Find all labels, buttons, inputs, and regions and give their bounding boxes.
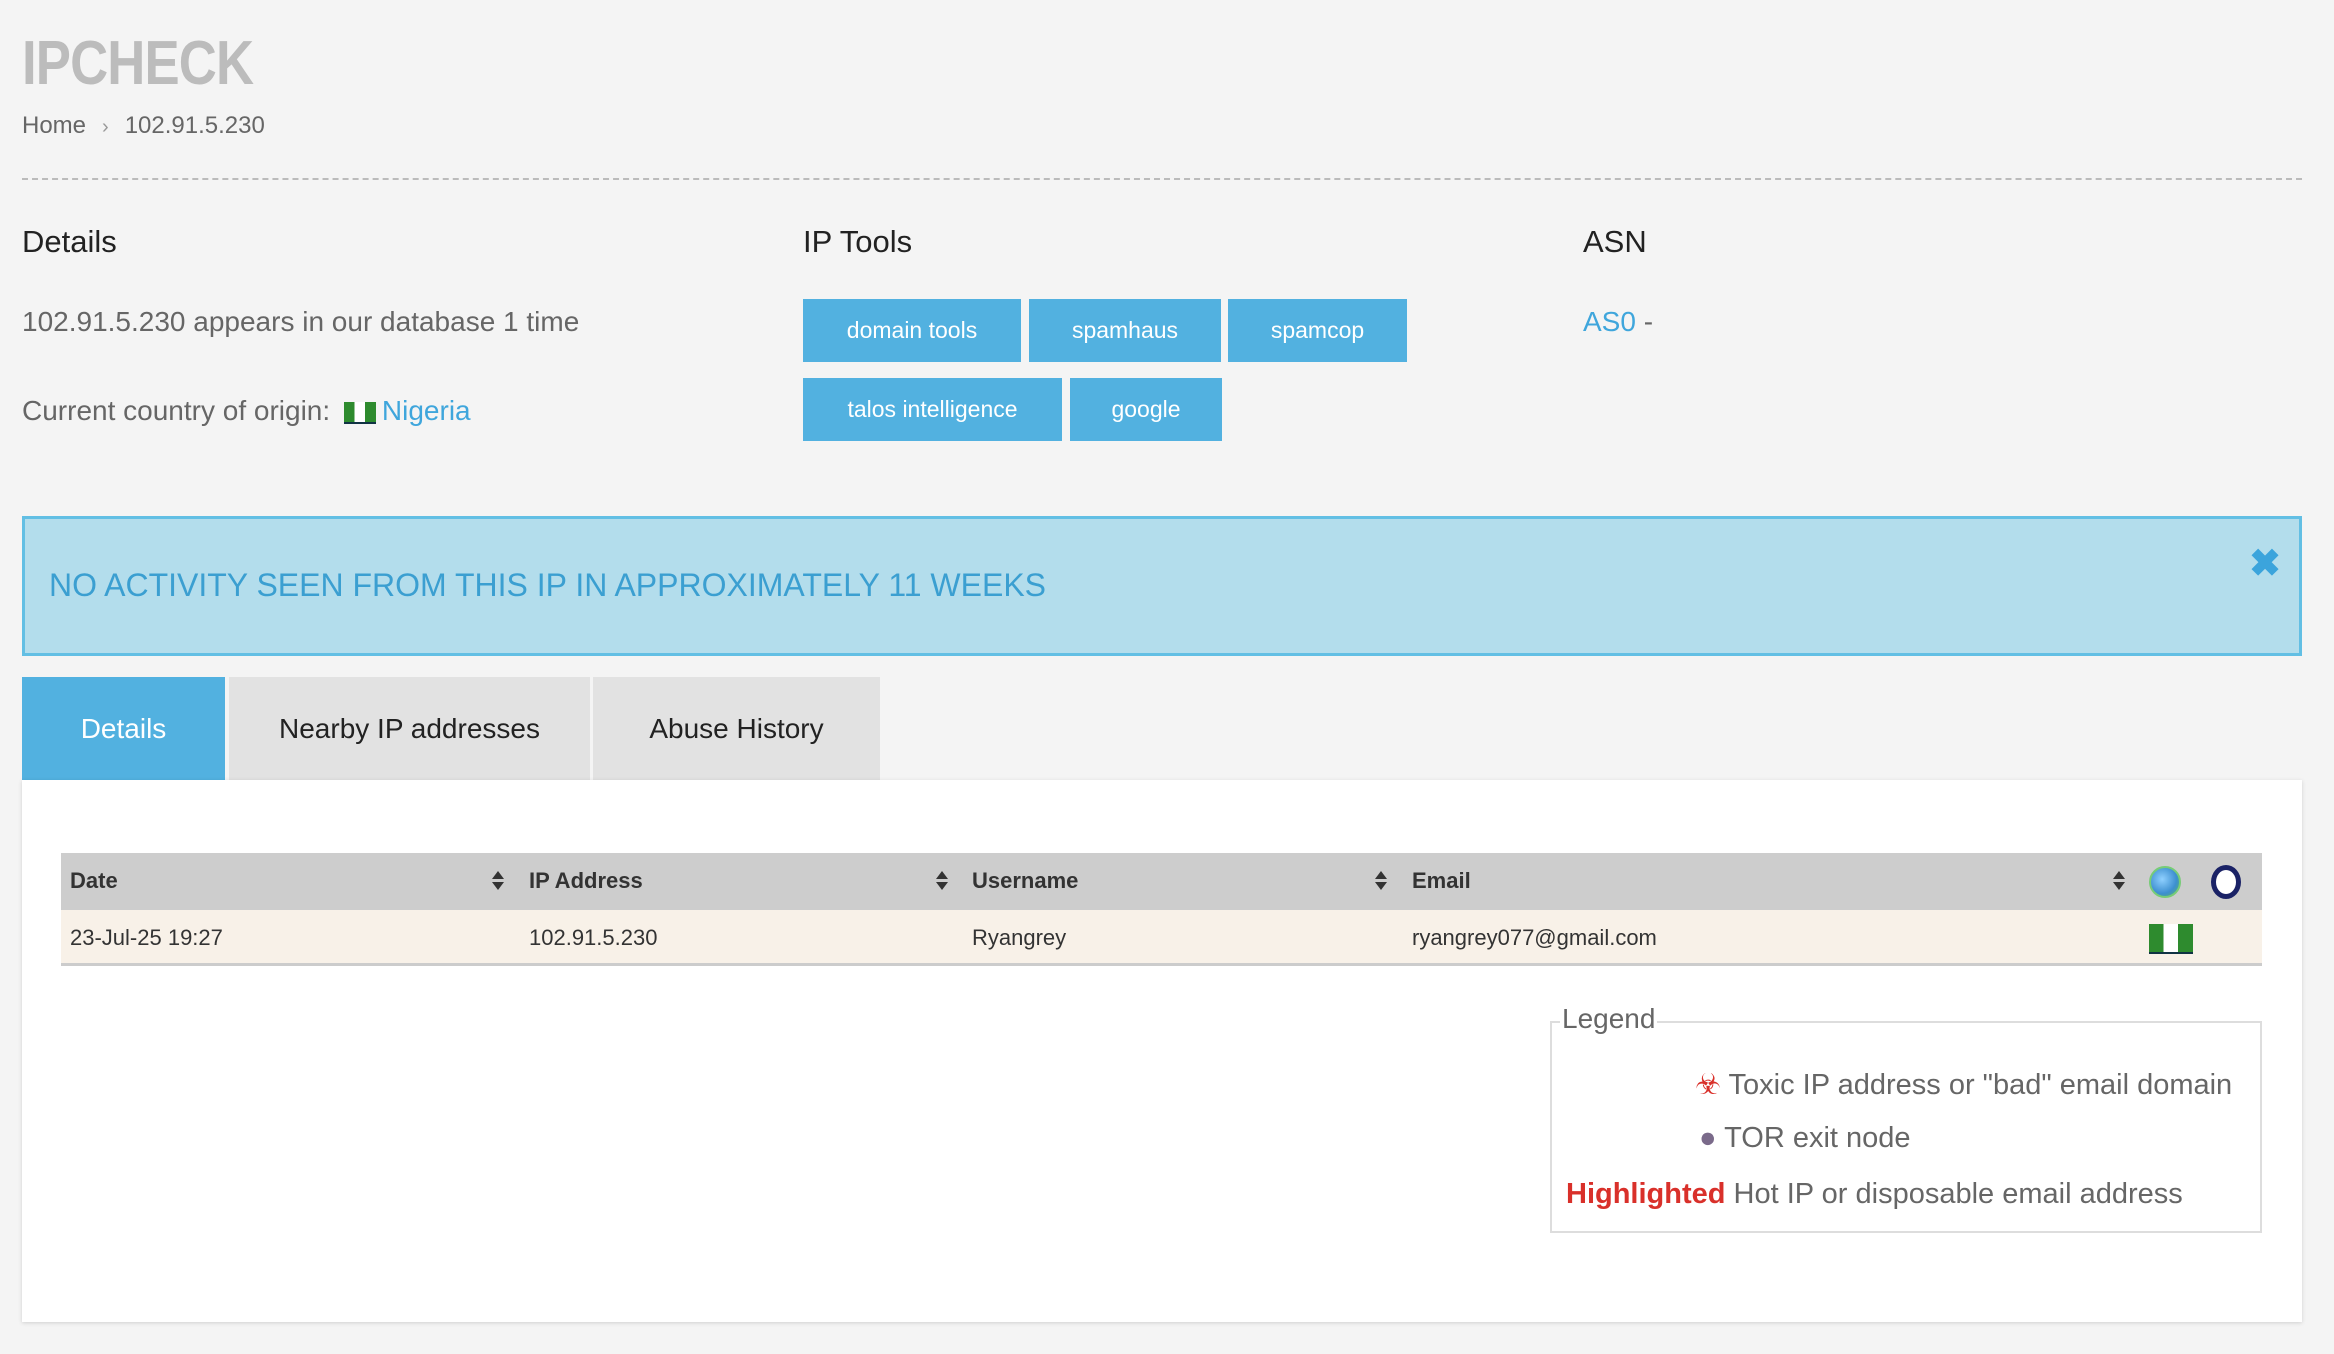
asn-link[interactable]: AS0: [1583, 306, 1636, 337]
table-header: Date IP Address Username Email: [61, 853, 2262, 910]
legend-tor: ● TOR exit node: [1699, 1122, 1911, 1155]
legend-highlighted: Highlighted Hot IP or disposable email a…: [1566, 1178, 2183, 1211]
column-username[interactable]: Username: [972, 868, 1079, 893]
asn-value: AS0 -: [1583, 306, 1653, 338]
activity-alert: NO ACTIVITY SEEN FROM THIS IP IN APPROXI…: [22, 516, 2302, 656]
column-email[interactable]: Email: [1412, 868, 1471, 893]
column-ip-address[interactable]: IP Address: [529, 868, 643, 893]
legend-box: Legend ☣ Toxic IP address or "bad" email…: [1550, 1003, 2262, 1233]
close-icon[interactable]: ✖: [2249, 543, 2281, 585]
tab-abuse-history[interactable]: Abuse History: [593, 677, 880, 780]
spamcop-button[interactable]: spamcop: [1228, 299, 1407, 362]
appearance-count: 102.91.5.230 appears in our database 1 t…: [22, 306, 580, 337]
site-title: IPCHECK: [22, 29, 254, 98]
details-heading: Details: [22, 224, 117, 259]
legend-toxic-text: Toxic IP address or "bad" email domain: [1728, 1069, 2233, 1101]
talos-intelligence-button[interactable]: talos intelligence: [803, 378, 1062, 441]
asn-heading: ASN: [1583, 224, 1647, 259]
tab-nearby-ip-addresses[interactable]: Nearby IP addresses: [229, 677, 590, 780]
legend-tor-text: TOR exit node: [1724, 1122, 1911, 1154]
row-date: 23-Jul-25 19:27: [70, 925, 223, 950]
chevron-right-icon: ›: [102, 116, 109, 138]
country-link[interactable]: Nigeria: [381, 395, 471, 426]
highlighted-label: Highlighted: [1566, 1178, 1726, 1210]
legend-toxic: ☣ Toxic IP address or "bad" email domain: [1695, 1067, 2232, 1102]
sort-icon[interactable]: [492, 871, 504, 893]
breadcrumb-home[interactable]: Home: [22, 112, 87, 139]
row-username: Ryangrey: [972, 925, 1067, 950]
table-row: 23-Jul-25 19:27 102.91.5.230 Ryangrey ry…: [61, 910, 2262, 966]
onion-icon: ●: [1699, 1122, 1717, 1154]
breadcrumb-current: 102.91.5.230: [124, 112, 265, 139]
sort-icon[interactable]: [1375, 871, 1387, 893]
biohazard-icon: ☣: [1695, 1069, 1721, 1101]
domain-tools-button[interactable]: domain tools: [803, 299, 1021, 362]
breadcrumb: Home › 102.91.5.230: [22, 112, 265, 140]
sort-icon[interactable]: [2113, 871, 2125, 893]
hand-icon: [2211, 865, 2241, 899]
row-ip-link[interactable]: 102.91.5.230: [529, 925, 658, 950]
column-date[interactable]: Date: [70, 868, 118, 893]
country-label: Current country of origin:: [22, 395, 331, 426]
divider: [22, 178, 2302, 180]
globe-icon: [2149, 866, 2181, 898]
highlighted-desc: Hot IP or disposable email address: [1733, 1178, 2183, 1210]
sort-icon[interactable]: [936, 871, 948, 893]
asn-suffix: -: [1643, 306, 1654, 337]
ip-tools-heading: IP Tools: [803, 224, 913, 259]
spamhaus-button[interactable]: spamhaus: [1029, 299, 1221, 362]
alert-text: NO ACTIVITY SEEN FROM THIS IP IN APPROXI…: [49, 567, 1046, 603]
google-button[interactable]: google: [1070, 378, 1222, 441]
country-origin: Current country of origin: Nigeria: [22, 395, 471, 427]
legend-title: Legend: [1560, 1003, 1658, 1035]
nigeria-flag-icon: [343, 401, 376, 424]
tab-details[interactable]: Details: [22, 677, 225, 780]
nigeria-flag-icon: [2149, 924, 2193, 954]
row-email: ryangrey077@gmail.com: [1412, 925, 1657, 950]
